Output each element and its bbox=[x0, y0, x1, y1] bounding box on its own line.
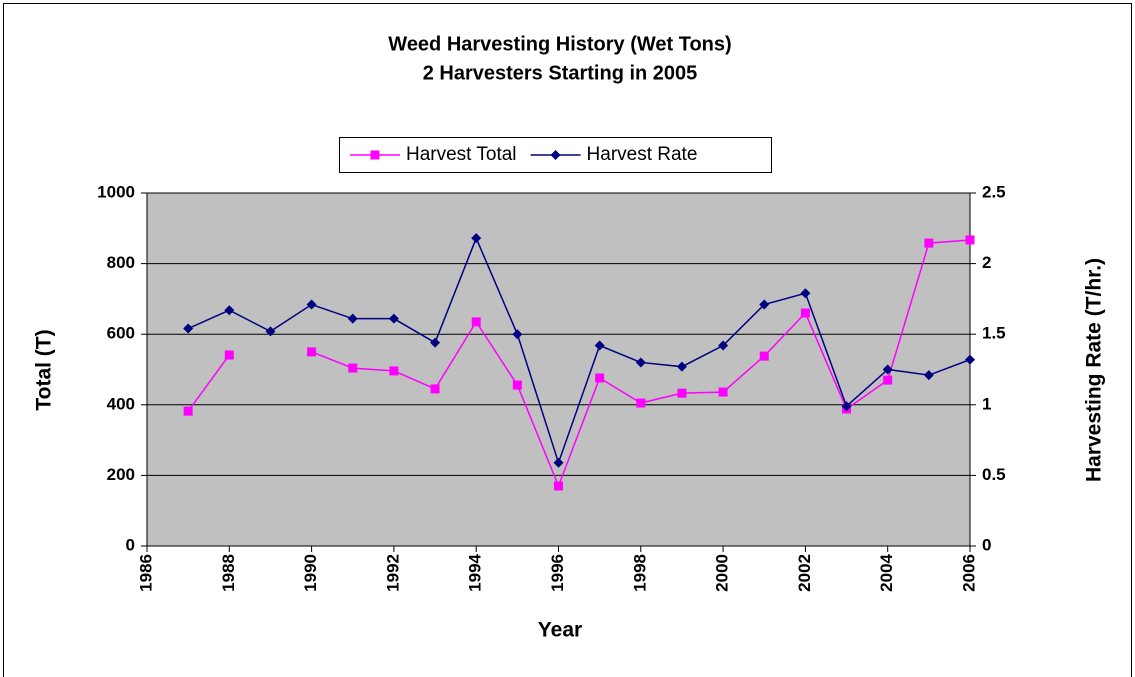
marker bbox=[594, 340, 605, 351]
marker bbox=[471, 233, 482, 244]
marker bbox=[224, 350, 234, 360]
marker bbox=[841, 401, 852, 412]
x-tick-label: 1992 bbox=[383, 554, 402, 592]
series-line bbox=[187, 236, 971, 466]
y2-tick-label: 0 bbox=[982, 535, 991, 554]
legend-label: Harvest Total bbox=[406, 144, 517, 165]
x-tick-label: 1994 bbox=[466, 553, 485, 591]
marker bbox=[635, 357, 646, 368]
plot-border bbox=[146, 192, 971, 547]
x-tick-label: 2002 bbox=[795, 554, 814, 592]
x-tick-label: 2000 bbox=[713, 554, 732, 592]
marker bbox=[430, 337, 441, 348]
marker bbox=[307, 347, 317, 357]
x-tick-label: 1990 bbox=[301, 554, 320, 592]
y-tick-label: 600 bbox=[107, 324, 135, 343]
y-tick-label: 0 bbox=[126, 535, 135, 554]
plot-area bbox=[147, 193, 970, 546]
marker bbox=[924, 238, 934, 248]
y2-tick-label: 1 bbox=[982, 394, 991, 413]
x-axis-label: Year bbox=[538, 619, 582, 642]
marker bbox=[636, 398, 646, 408]
marker bbox=[512, 329, 523, 340]
marker bbox=[677, 388, 687, 398]
marker bbox=[718, 387, 728, 397]
y-tick-label: 400 bbox=[107, 394, 135, 413]
y2-tick-label: 0.5 bbox=[982, 465, 1006, 484]
marker bbox=[388, 313, 399, 324]
marker bbox=[965, 354, 975, 365]
y-axis-label: Total (T) bbox=[33, 329, 56, 410]
marker bbox=[471, 317, 481, 327]
marker bbox=[595, 373, 605, 383]
marker bbox=[512, 380, 522, 390]
marker bbox=[430, 384, 440, 394]
marker bbox=[883, 375, 893, 385]
marker bbox=[882, 364, 893, 375]
marker bbox=[347, 313, 358, 324]
chart-title: Weed Harvesting History (Wet Tons) bbox=[388, 33, 731, 55]
marker bbox=[759, 299, 770, 310]
y2-tick-label: 2 bbox=[982, 253, 991, 272]
x-tick-label: 1988 bbox=[219, 554, 238, 592]
x-tick-label: 1986 bbox=[136, 554, 155, 592]
x-tick-label: 1998 bbox=[630, 554, 649, 592]
y-tick-label: 200 bbox=[107, 465, 135, 484]
marker bbox=[923, 370, 934, 381]
y2-tick-label: 2.5 bbox=[982, 182, 1006, 201]
legend-label: Harvest Rate bbox=[587, 144, 698, 165]
legend: Harvest Total Harvest Rate bbox=[339, 137, 772, 173]
marker bbox=[370, 150, 380, 160]
marker bbox=[553, 457, 564, 468]
marker bbox=[224, 305, 235, 316]
marker bbox=[676, 361, 687, 372]
marker bbox=[718, 340, 729, 351]
marker bbox=[800, 288, 811, 299]
marker bbox=[550, 150, 561, 160]
marker bbox=[389, 366, 399, 376]
marker bbox=[183, 406, 193, 416]
marker bbox=[800, 308, 810, 318]
chart-border bbox=[3, 3, 1132, 677]
y-tick-label: 1000 bbox=[97, 182, 135, 201]
marker bbox=[265, 326, 276, 337]
marker bbox=[306, 299, 317, 310]
y-tick-label: 800 bbox=[107, 253, 135, 272]
y2-tick-label: 1.5 bbox=[982, 324, 1006, 343]
y2-axis-label: Harvesting Rate (T/hr.) bbox=[1083, 258, 1106, 482]
marker bbox=[759, 351, 769, 361]
chart-subtitle: 2 Harvesters Starting in 2005 bbox=[423, 62, 698, 84]
marker bbox=[554, 481, 563, 491]
marker bbox=[348, 363, 358, 373]
x-tick-label: 2004 bbox=[877, 553, 896, 591]
marker bbox=[965, 235, 975, 245]
marker bbox=[183, 323, 194, 334]
x-tick-label: 1996 bbox=[548, 554, 567, 592]
x-tick-label: 2006 bbox=[959, 554, 978, 592]
